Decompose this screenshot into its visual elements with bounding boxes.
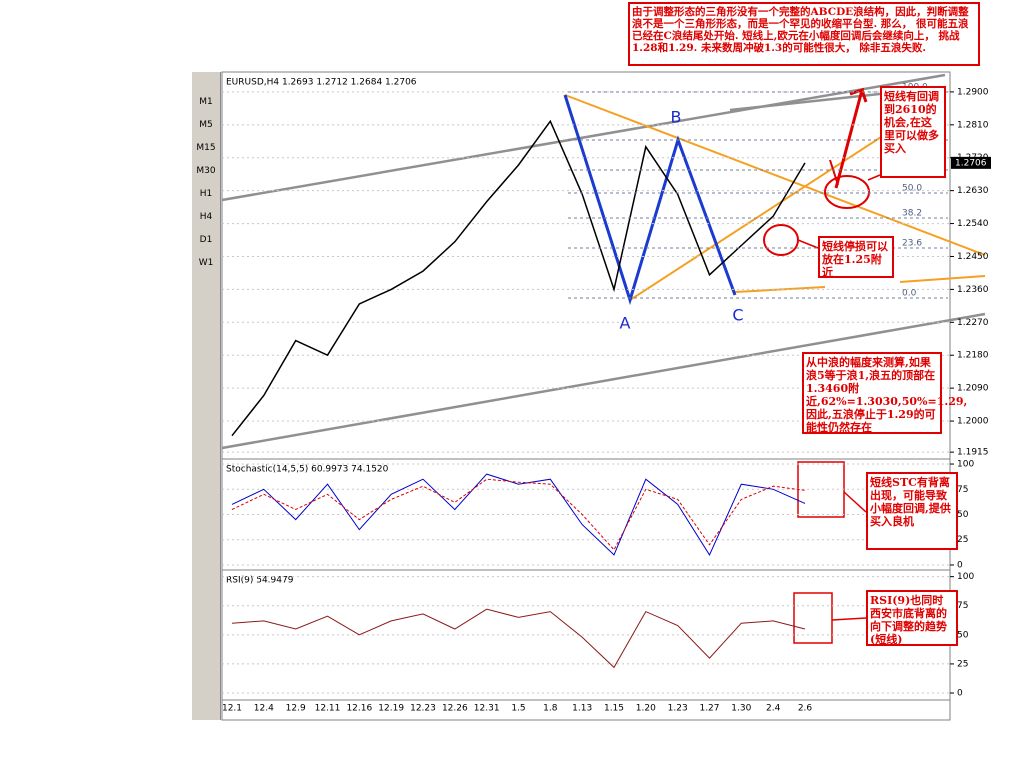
timeframe-button[interactable]: W1 [198, 258, 214, 268]
x-tick-label: 1.30 [731, 704, 751, 714]
x-tick-label: 1.27 [699, 704, 719, 714]
y-tick-label: 75 [957, 485, 968, 495]
y-tick-label: 1.2630 [957, 186, 989, 196]
x-tick-label: 12.11 [315, 704, 341, 714]
fib-label: 38.2 [902, 209, 922, 219]
timeframe-button[interactable]: M15 [196, 143, 216, 153]
series-line [231, 473, 806, 556]
timeframe-button[interactable]: M1 [199, 97, 213, 107]
channel-line [221, 73, 946, 202]
y-tick-label: 1.2360 [957, 285, 989, 295]
x-tick-label: 2.6 [798, 704, 813, 714]
x-tick-label: 12.1 [222, 704, 242, 714]
toolbar: M1 M5 M15 M30 H1 H4 D1 W1 [192, 72, 221, 720]
timeframe-button[interactable]: M5 [199, 120, 213, 130]
highlight-circle [824, 175, 870, 209]
y-tick-label: 1.2090 [957, 384, 989, 394]
x-tick-label: 12.23 [410, 704, 436, 714]
y-tick-label: 1.2810 [957, 120, 989, 130]
current-price-label: 1.2706 [955, 158, 987, 168]
current-price-box [951, 156, 991, 169]
timeframe-button[interactable]: H4 [199, 212, 213, 222]
trend-line [564, 94, 986, 256]
y-tick-label: 25 [957, 535, 968, 545]
channel-line [221, 312, 986, 450]
trend-line [899, 275, 986, 283]
highlight-box [793, 592, 833, 644]
y-tick-label: 0 [957, 560, 963, 570]
x-tick-label: 12.19 [378, 704, 404, 714]
y-tick-label: 100 [957, 572, 974, 582]
arrow [829, 159, 839, 186]
y-tick-label: 1.2450 [957, 252, 989, 262]
arrow [834, 87, 868, 189]
y-tick-label: 0 [957, 689, 963, 699]
arrow [831, 617, 867, 621]
x-tick-label: 1.23 [668, 704, 688, 714]
trend-line [629, 127, 896, 301]
timeframe-button[interactable]: D1 [199, 235, 213, 245]
fib-label: 50.0 [902, 184, 922, 194]
x-tick-label: 2.4 [766, 704, 781, 714]
trend-line [734, 286, 826, 293]
annotation: 短线有回调到2610的机会,在这里可以做多买入 [880, 86, 946, 178]
x-tick-label: 1.20 [636, 704, 656, 714]
y-tick-label: 25 [957, 659, 968, 669]
wave-label: B [671, 108, 682, 127]
y-tick-label: 1.2000 [957, 417, 989, 427]
y-tick-label: 100 [957, 460, 974, 470]
x-tick-label: 1.13 [572, 704, 592, 714]
x-tick-label: 12.16 [346, 704, 372, 714]
annotation: 短线STC有背离出现，可能导致小幅度回调,提供买入良机 [866, 472, 958, 550]
x-tick-label: 12.31 [474, 704, 500, 714]
panel-title: Stochastic(14,5,5) 60.9973 74.1520 [226, 465, 389, 475]
wave-label: A [620, 314, 631, 333]
x-tick-label: 1.5 [511, 704, 525, 714]
timeframe-button[interactable]: H1 [199, 189, 213, 199]
series-line [231, 478, 806, 551]
x-tick-label: 1.15 [604, 704, 624, 714]
annotation: RSI(9)也同时西安市底背离的向下调整的趋势(短线) [866, 590, 958, 646]
x-tick-label: 12.9 [286, 704, 306, 714]
fib-label: 23.6 [902, 239, 922, 249]
x-tick-label: 12.26 [442, 704, 468, 714]
y-tick-label: 50 [957, 630, 969, 640]
y-tick-label: 1.2540 [957, 219, 989, 229]
series-line [231, 608, 806, 669]
series-line [231, 119, 806, 437]
arrow [797, 239, 819, 249]
y-tick-label: 1.1915 [957, 448, 989, 458]
y-tick-label: 1.2270 [957, 318, 989, 328]
y-tick-label: 1.2900 [957, 87, 989, 97]
wave-label: C [732, 306, 743, 325]
annotation: 从中浪的幅度来测算,如果浪5等于浪1,浪五的顶部在1.3460附近,62%=1.… [802, 352, 967, 434]
timeframe-button[interactable]: M30 [196, 166, 216, 176]
y-tick-label: 1.2180 [957, 351, 989, 361]
y-tick-label: 75 [957, 601, 968, 611]
annotation: 由于调整形态的三角形没有一个完整的ABCDE浪结构，因此，判断调整浪不是一个三角… [628, 2, 980, 66]
y-tick-label: 50 [957, 510, 969, 520]
panel-title: RSI(9) 54.9479 [226, 576, 294, 586]
x-tick-label: 12.4 [254, 704, 274, 714]
chart-title: EURUSD,H4 1.2693 1.2712 1.2684 1.2706 [226, 78, 417, 88]
fib-label: 0.0 [902, 289, 917, 299]
arrow [867, 174, 881, 181]
x-tick-label: 1.8 [543, 704, 558, 714]
arrow [843, 491, 867, 513]
annotation: 短线停损可以放在1.25附近 [818, 236, 894, 279]
